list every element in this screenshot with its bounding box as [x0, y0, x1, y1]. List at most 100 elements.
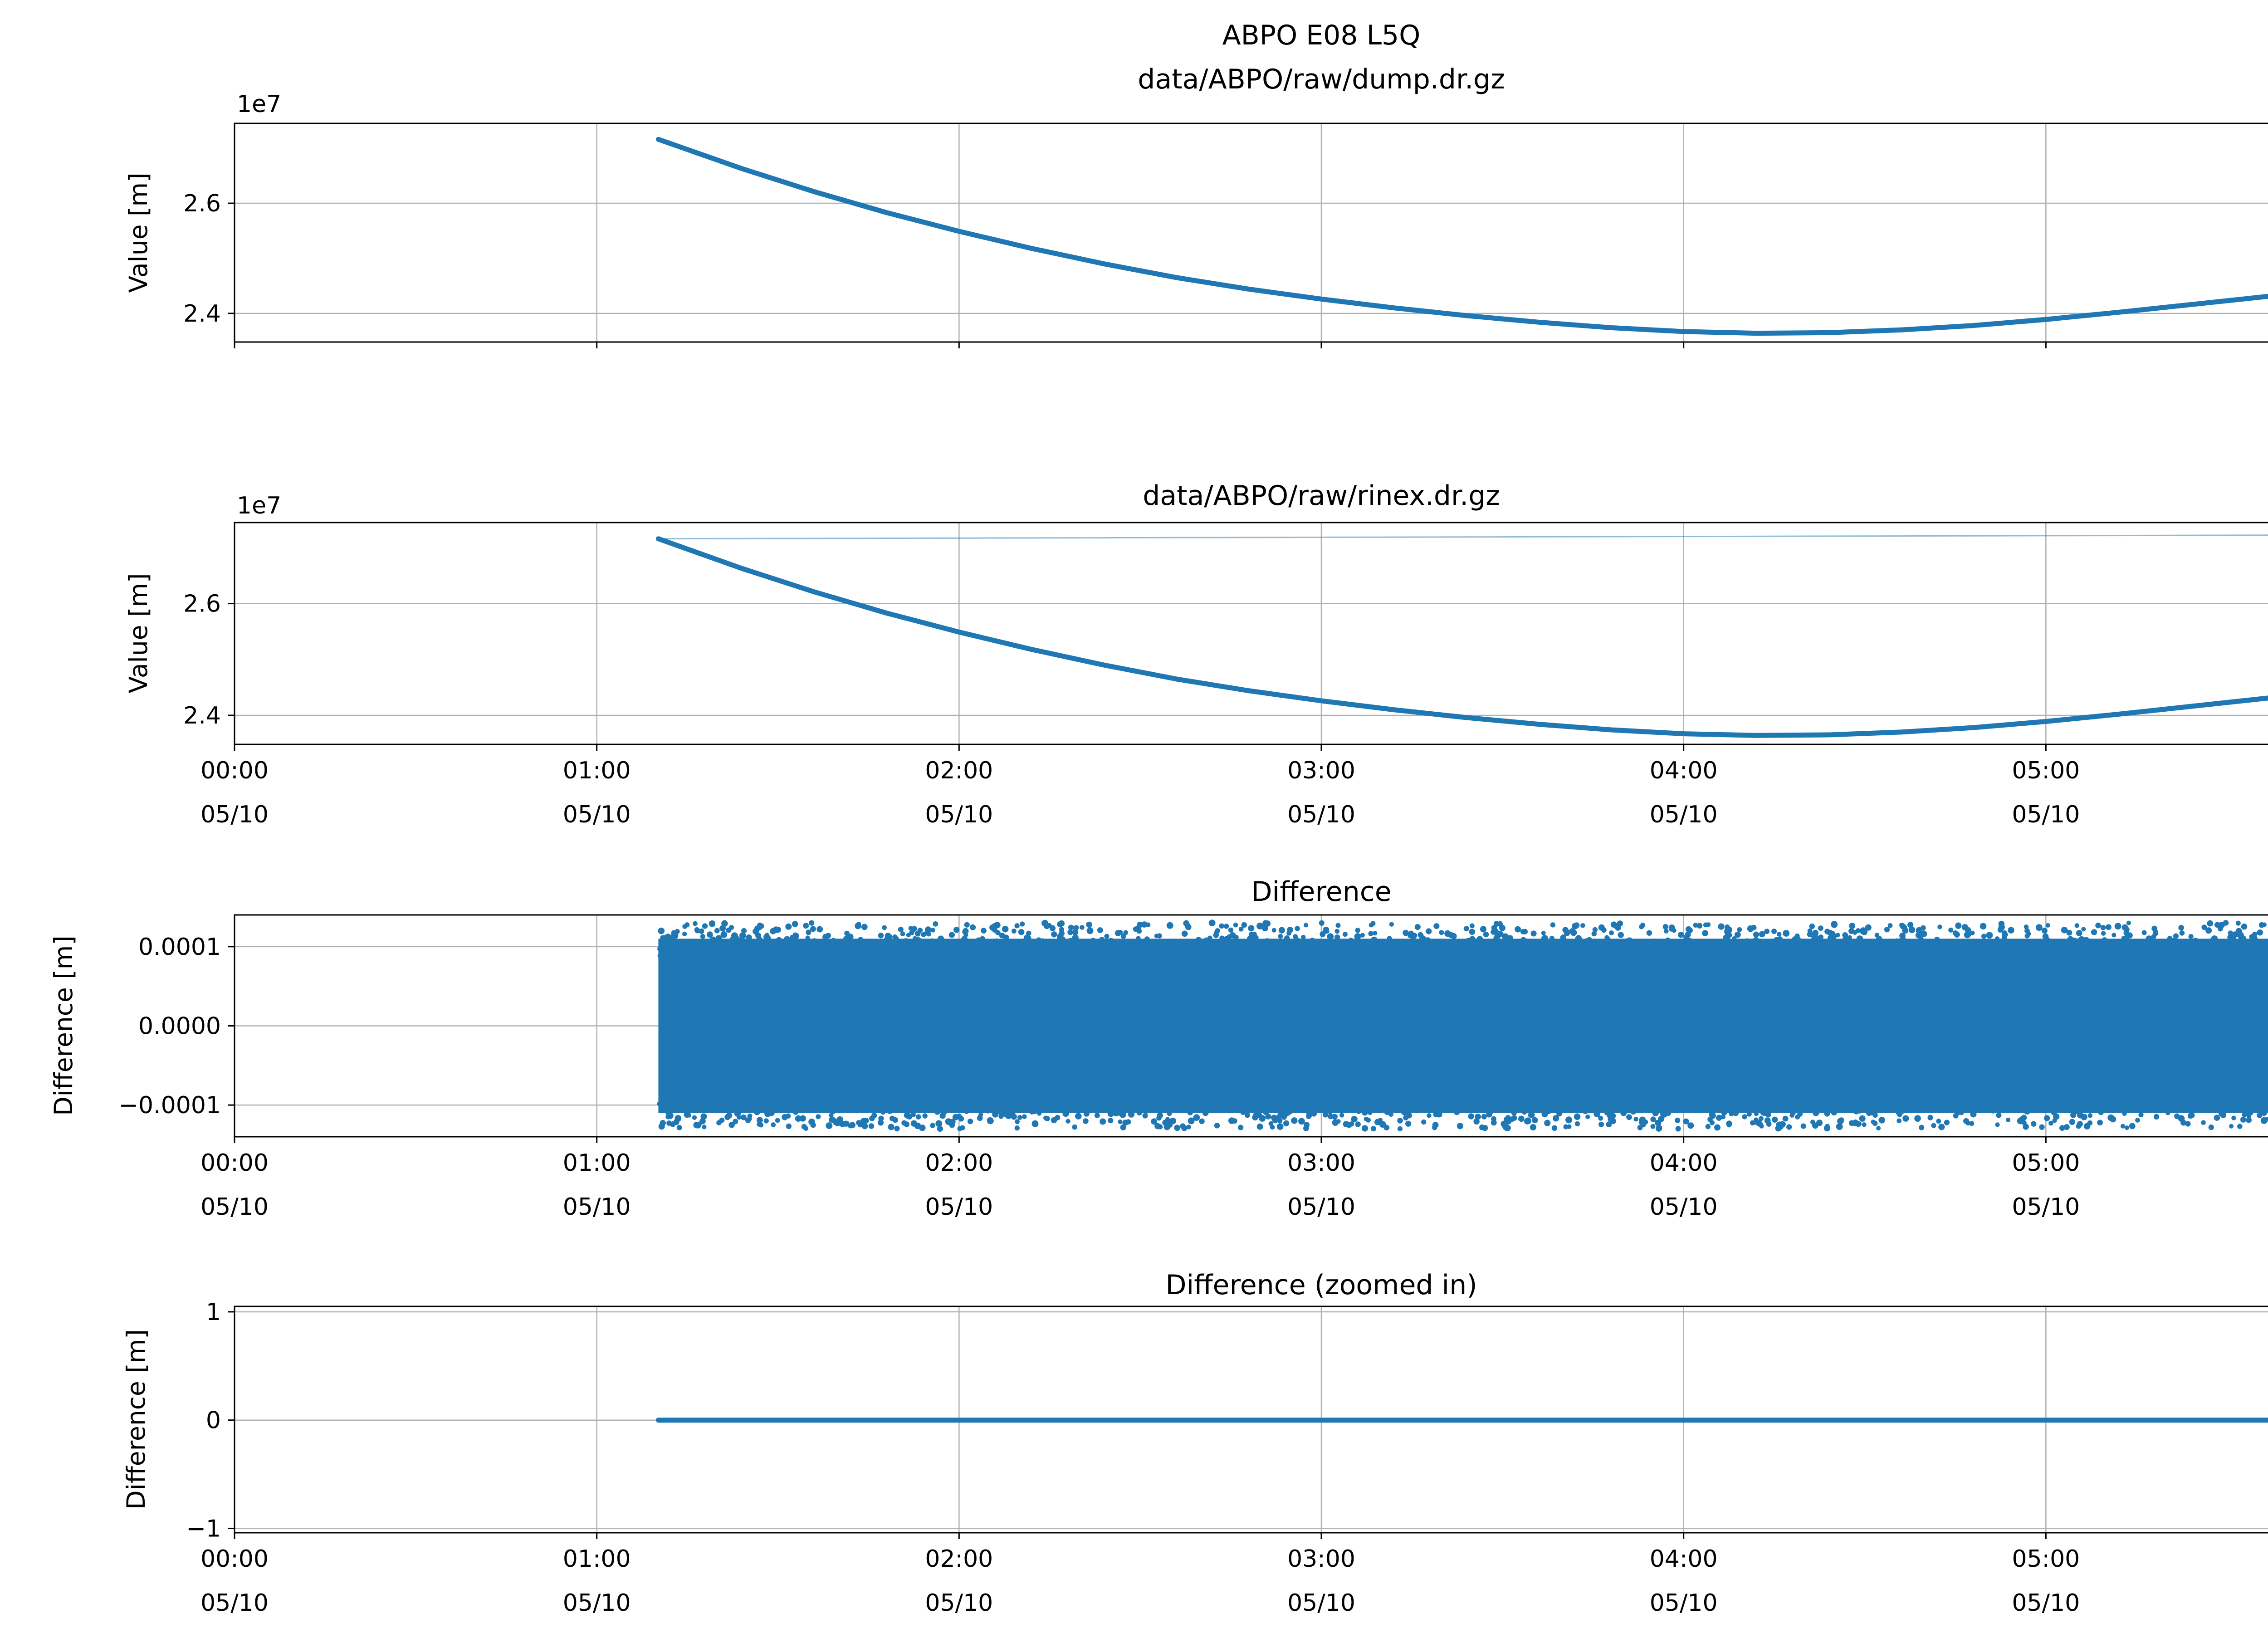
difference-noise-dot [1678, 932, 1684, 938]
difference-noise-dot [1604, 1109, 1611, 1116]
difference-noise-dot [805, 935, 810, 940]
difference-noise-dot [1608, 1098, 1613, 1104]
difference-noise-dot [1319, 920, 1325, 926]
difference-noise-dot [2174, 1113, 2180, 1119]
difference-noise-dot [1952, 930, 1958, 936]
difference-noise-dot [1867, 1093, 1873, 1099]
subplot4-title: Difference (zoomed in) [1165, 1269, 1477, 1301]
difference-noise-dot [1828, 1093, 1834, 1098]
difference-noise-dot [1289, 953, 1295, 958]
x-tick-label-time: 00:00 [200, 1149, 269, 1177]
difference-noise-dot [1364, 1116, 1369, 1121]
subplot4-ylabel: Difference [m] [122, 1329, 151, 1510]
difference-noise-dot [1240, 1109, 1246, 1115]
difference-noise-dot [1528, 953, 1534, 959]
difference-noise-dot [1332, 1100, 1338, 1106]
difference-noise-dot [860, 1118, 867, 1124]
x-tick-label-time: 02:00 [925, 757, 993, 784]
difference-noise-dot [2094, 1092, 2101, 1100]
difference-noise-dot [2155, 948, 2160, 954]
difference-noise-dot [724, 951, 730, 956]
difference-noise-dot [1592, 927, 1598, 933]
x-tick-label-time: 05:00 [2012, 757, 2080, 784]
difference-noise-dot [1794, 1094, 1801, 1101]
subplot1-ylabel: Value [m] [124, 172, 153, 293]
difference-noise-dot [994, 938, 999, 944]
difference-noise-dot [792, 921, 798, 927]
difference-noise-dot [1493, 944, 1499, 949]
difference-noise-dot [1971, 940, 1977, 946]
difference-noise-dot [2058, 952, 2064, 958]
difference-noise-dot [1490, 1105, 1496, 1111]
difference-noise-dot [1175, 1092, 1182, 1099]
difference-noise-dot [2170, 938, 2177, 945]
difference-noise-dot [1323, 1096, 1328, 1102]
difference-noise-dot [1406, 939, 1412, 945]
difference-noise-dot [1397, 1118, 1403, 1124]
difference-noise-dot [934, 1108, 941, 1115]
difference-noise-dot [1223, 936, 1230, 943]
difference-noise-dot [2220, 1099, 2228, 1105]
difference-noise-dot [2039, 1093, 2045, 1099]
difference-noise-dot [1547, 1104, 1554, 1110]
difference-noise-dot [1219, 923, 1224, 929]
difference-noise-dot [1077, 1100, 1083, 1105]
difference-noise-dot [1174, 1125, 1181, 1131]
difference-noise-dot [805, 940, 811, 946]
difference-noise-dot [2184, 953, 2190, 959]
difference-noise-dot [1606, 1121, 1612, 1128]
difference-noise-dot [1140, 1095, 1147, 1102]
difference-noise-dot [1651, 949, 1657, 953]
difference-noise-dot [1107, 1110, 1114, 1117]
difference-noise-dot [1199, 1118, 1205, 1125]
difference-noise-dot [1337, 1099, 1344, 1105]
difference-noise-dot [1483, 947, 1489, 953]
y-tick-label: 1 [206, 1299, 221, 1326]
difference-noise-dot [1473, 1118, 1480, 1125]
difference-noise-dot [1283, 948, 1290, 954]
difference-noise-dot [1123, 1097, 1129, 1103]
difference-noise-dot [714, 928, 720, 934]
difference-noise-dot [1140, 940, 1148, 947]
difference-noise-dot [1665, 937, 1671, 943]
difference-noise-dot [2129, 1123, 2136, 1129]
difference-noise-dot [1930, 939, 1936, 945]
difference-noise-dot [2266, 953, 2268, 958]
x-tick-label-time: 05:00 [2012, 1545, 2080, 1573]
difference-noise-dot [675, 1115, 682, 1122]
difference-noise-dot [921, 932, 926, 937]
difference-noise-dot [997, 1095, 1003, 1101]
difference-noise-dot [981, 1092, 988, 1099]
difference-noise-dot [1816, 1120, 1823, 1126]
difference-noise-dot [1193, 1114, 1200, 1121]
difference-noise-dot [1480, 941, 1486, 947]
difference-noise-dot [1447, 1101, 1452, 1106]
x-tick-label-date: 05/10 [1287, 1589, 1355, 1617]
difference-noise-dot [1439, 930, 1444, 935]
difference-noise-dot [1107, 1094, 1113, 1100]
difference-noise-dot [1181, 952, 1188, 959]
y-tick-label: 2.4 [183, 300, 221, 328]
difference-noise-dot [2005, 1117, 2011, 1123]
difference-noise-dot [2124, 1125, 2129, 1130]
difference-noise-dot [1452, 1101, 1459, 1108]
difference-noise-dot [1991, 1095, 1997, 1101]
difference-noise-dot [2214, 922, 2220, 928]
difference-noise-dot [1862, 952, 1870, 959]
difference-noise-dot [1650, 1124, 1656, 1129]
difference-noise-dot [1323, 1112, 1329, 1118]
difference-noise-dot [770, 928, 777, 934]
difference-noise-dot [861, 1123, 868, 1129]
difference-noise-dot [2155, 942, 2162, 949]
difference-noise-dot [2059, 944, 2065, 951]
difference-noise-dot [1248, 953, 1254, 959]
difference-noise-dot [1136, 936, 1141, 941]
difference-noise-dot [1304, 953, 1310, 959]
difference-noise-dot [2108, 953, 2113, 958]
difference-noise-dot [1238, 1125, 1244, 1130]
difference-noise-dot [1609, 930, 1614, 936]
difference-noise-dot [885, 946, 892, 953]
difference-noise-dot [1879, 950, 1886, 957]
difference-noise-dot [1017, 1115, 1022, 1120]
difference-noise-dot [1018, 929, 1025, 935]
